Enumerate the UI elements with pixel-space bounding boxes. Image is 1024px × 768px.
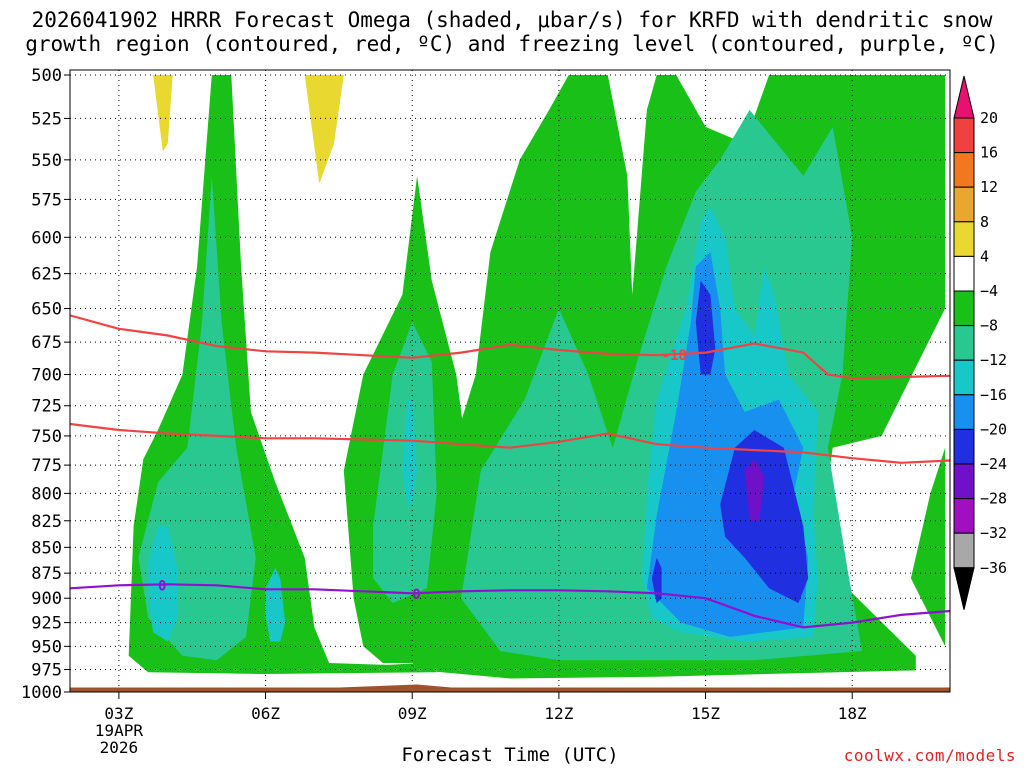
colorbar-label-10: −24 xyxy=(980,455,1007,473)
contour-line-0 xyxy=(70,314,950,380)
y-tick-label-675: 675 xyxy=(31,333,62,353)
colorbar-box-2 xyxy=(953,186,975,223)
colorbar-bottom-arrow xyxy=(953,567,975,610)
chart-title-line2: growth region (contoured, red, ºC) and f… xyxy=(25,32,999,56)
y-tick-label-975: 975 xyxy=(31,660,62,680)
colorbar-box-4 xyxy=(953,255,975,292)
contour-line-2 xyxy=(70,583,950,629)
omega-region--12to-16-1 xyxy=(265,568,286,642)
colorbar-label-5: −4 xyxy=(980,282,998,300)
colorbar-box-1 xyxy=(953,152,975,188)
x-tick-year: 2026 xyxy=(100,738,139,757)
temperature-contours: -18 0 0 xyxy=(70,314,950,629)
x-tick-label-18Z: 18Z xyxy=(838,704,867,723)
contour-label-2-0: 0 xyxy=(158,578,166,594)
chart-title-line1: 2026041902 HRRR Forecast Omega (shaded, … xyxy=(31,8,993,32)
omega-region-4to8-0 xyxy=(153,75,173,152)
omega-region--4to-8-3 xyxy=(910,447,946,647)
y-tick-label-1000: 1000 xyxy=(21,683,62,703)
colorbar-label-8: −16 xyxy=(980,386,1007,404)
y-tick-label-775: 775 xyxy=(31,456,62,476)
omega-region--20to-24-2 xyxy=(651,557,662,604)
credit-text: coolwx.com/models xyxy=(843,746,1016,765)
colorbar-box-8 xyxy=(953,394,975,430)
omega-region--20to-24-1 xyxy=(720,430,809,604)
colorbar-label-7: −12 xyxy=(980,351,1007,369)
y-tick-label-750: 750 xyxy=(31,427,62,447)
y-tick-label-800: 800 xyxy=(31,484,62,504)
colorbar-label-11: −28 xyxy=(980,490,1007,508)
x-tick-date: 19APR xyxy=(95,721,144,740)
ground-surface xyxy=(70,684,950,692)
y-tick-label-550: 550 xyxy=(31,151,62,171)
colorbar-label-9: −20 xyxy=(980,420,1007,438)
ground-fill xyxy=(70,684,950,692)
y-tick-label-600: 600 xyxy=(31,228,62,248)
omega-region-4to8-1 xyxy=(304,75,344,184)
y-tick-label-650: 650 xyxy=(31,300,62,320)
y-tick-label-725: 725 xyxy=(31,397,62,417)
colorbar-label-1: 16 xyxy=(980,144,998,162)
x-tick-label-06Z: 06Z xyxy=(251,704,280,723)
x-tick-label-03Z: 03Z xyxy=(104,704,133,723)
contour-label-0-0: -18 xyxy=(662,348,687,364)
y-axis: 500 525 550 575 600 625 650 675 700 725 750 775 800 8… xyxy=(21,66,70,703)
y-tick-label-900: 900 xyxy=(31,589,62,609)
colorbar-box-11 xyxy=(953,498,975,534)
colorbar-label-4: 4 xyxy=(980,247,989,265)
colorbar-label-0: 20 xyxy=(980,109,998,127)
colorbar-box-6 xyxy=(953,325,975,361)
colorbar-label-12: −32 xyxy=(980,524,1007,542)
grid-lines xyxy=(70,70,950,692)
colorbar-box-3 xyxy=(953,221,975,257)
y-tick-label-700: 700 xyxy=(31,366,62,386)
y-tick-label-925: 925 xyxy=(31,614,62,634)
y-tick-label-850: 850 xyxy=(31,538,62,558)
y-tick-label-575: 575 xyxy=(31,190,62,210)
y-tick-label-825: 825 xyxy=(31,512,62,532)
y-tick-label-875: 875 xyxy=(31,564,62,584)
colorbar-box-9 xyxy=(953,428,975,465)
y-tick-label-500: 500 xyxy=(31,66,62,86)
colorbar-top-arrow xyxy=(953,75,975,119)
omega-shaded-regions xyxy=(128,75,946,679)
colorbar-box-0 xyxy=(953,117,975,154)
colorbar-label-13: −36 xyxy=(980,559,1007,577)
omega-region--12to-16-2 xyxy=(402,399,418,505)
colorbar-label-2: 12 xyxy=(980,178,998,196)
omega-region--24to-28-0 xyxy=(744,459,765,521)
plot-frame xyxy=(69,69,951,693)
y-tick-label-625: 625 xyxy=(31,265,62,285)
colorbar-box-10 xyxy=(953,463,975,500)
colorbar-legend: 20 16 12 8 4 −4 −8 −12 −16 −20 −24 −28 −32 −36 xyxy=(953,75,1007,610)
x-tick-label-09Z: 09Z xyxy=(398,704,427,723)
y-tick-label-525: 525 xyxy=(31,109,62,129)
x-axis-label: Forecast Time (UTC) xyxy=(401,744,619,766)
y-tick-label-950: 950 xyxy=(31,637,62,657)
colorbar-label-6: −8 xyxy=(980,317,998,335)
contour-line-1 xyxy=(70,422,950,464)
colorbar-box-7 xyxy=(953,359,975,396)
colorbar-box-12 xyxy=(953,532,975,569)
x-tick-label-12Z: 12Z xyxy=(544,704,573,723)
x-tick-label-15Z: 15Z xyxy=(691,704,720,723)
colorbar-box-5 xyxy=(953,290,975,327)
colorbar-label-3: 8 xyxy=(980,213,989,231)
contour-label-2-1: 0 xyxy=(412,587,420,603)
